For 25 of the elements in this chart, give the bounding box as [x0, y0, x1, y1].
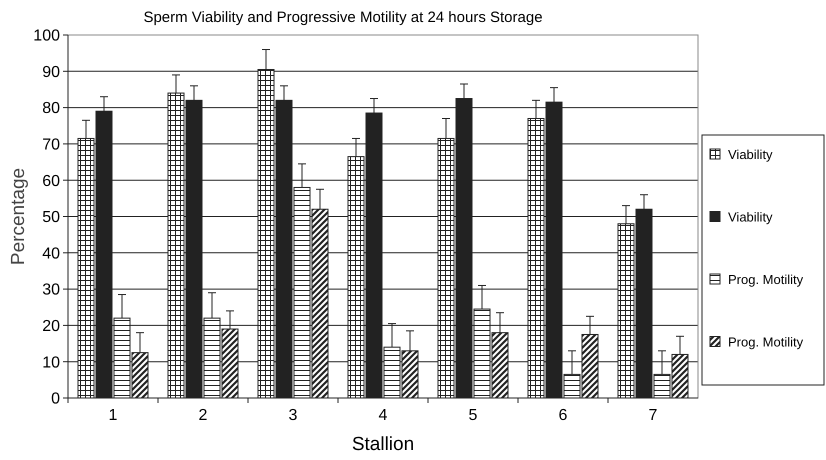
legend-label: Viability [728, 147, 774, 162]
legend-label: Prog. Motility [728, 334, 804, 350]
x-tick-label: 4 [378, 407, 388, 424]
y-tick-label: 90 [42, 64, 60, 81]
x-axis-title: Stallion [352, 434, 414, 455]
legend-label: Prog. Motility [728, 272, 804, 287]
x-tick-label: 3 [288, 407, 298, 424]
y-tick-label: 50 [42, 209, 60, 226]
y-tick-label: 60 [42, 172, 60, 190]
y-tick-label: 20 [42, 318, 60, 335]
y-axis-title: Percentage [8, 168, 29, 266]
y-tick-label: 30 [42, 282, 60, 299]
y-tick-label: 0 [51, 390, 60, 408]
chart-title: Sperm Viability and Progressive Motility at 24 hours Storage [143, 9, 543, 26]
x-tick-label: 7 [648, 407, 658, 424]
x-tick-label: 1 [108, 407, 118, 424]
x-tick-label: 5 [468, 407, 478, 424]
y-tick-label: 40 [42, 245, 60, 262]
y-tick-label: 100 [33, 28, 60, 45]
x-tick-label: 2 [198, 407, 208, 424]
legend-label: Viability [728, 210, 774, 224]
y-tick-label: 70 [42, 136, 60, 154]
y-tick-label: 80 [42, 100, 60, 118]
y-tick-label: 10 [42, 354, 60, 372]
x-tick-label: 6 [558, 407, 568, 424]
